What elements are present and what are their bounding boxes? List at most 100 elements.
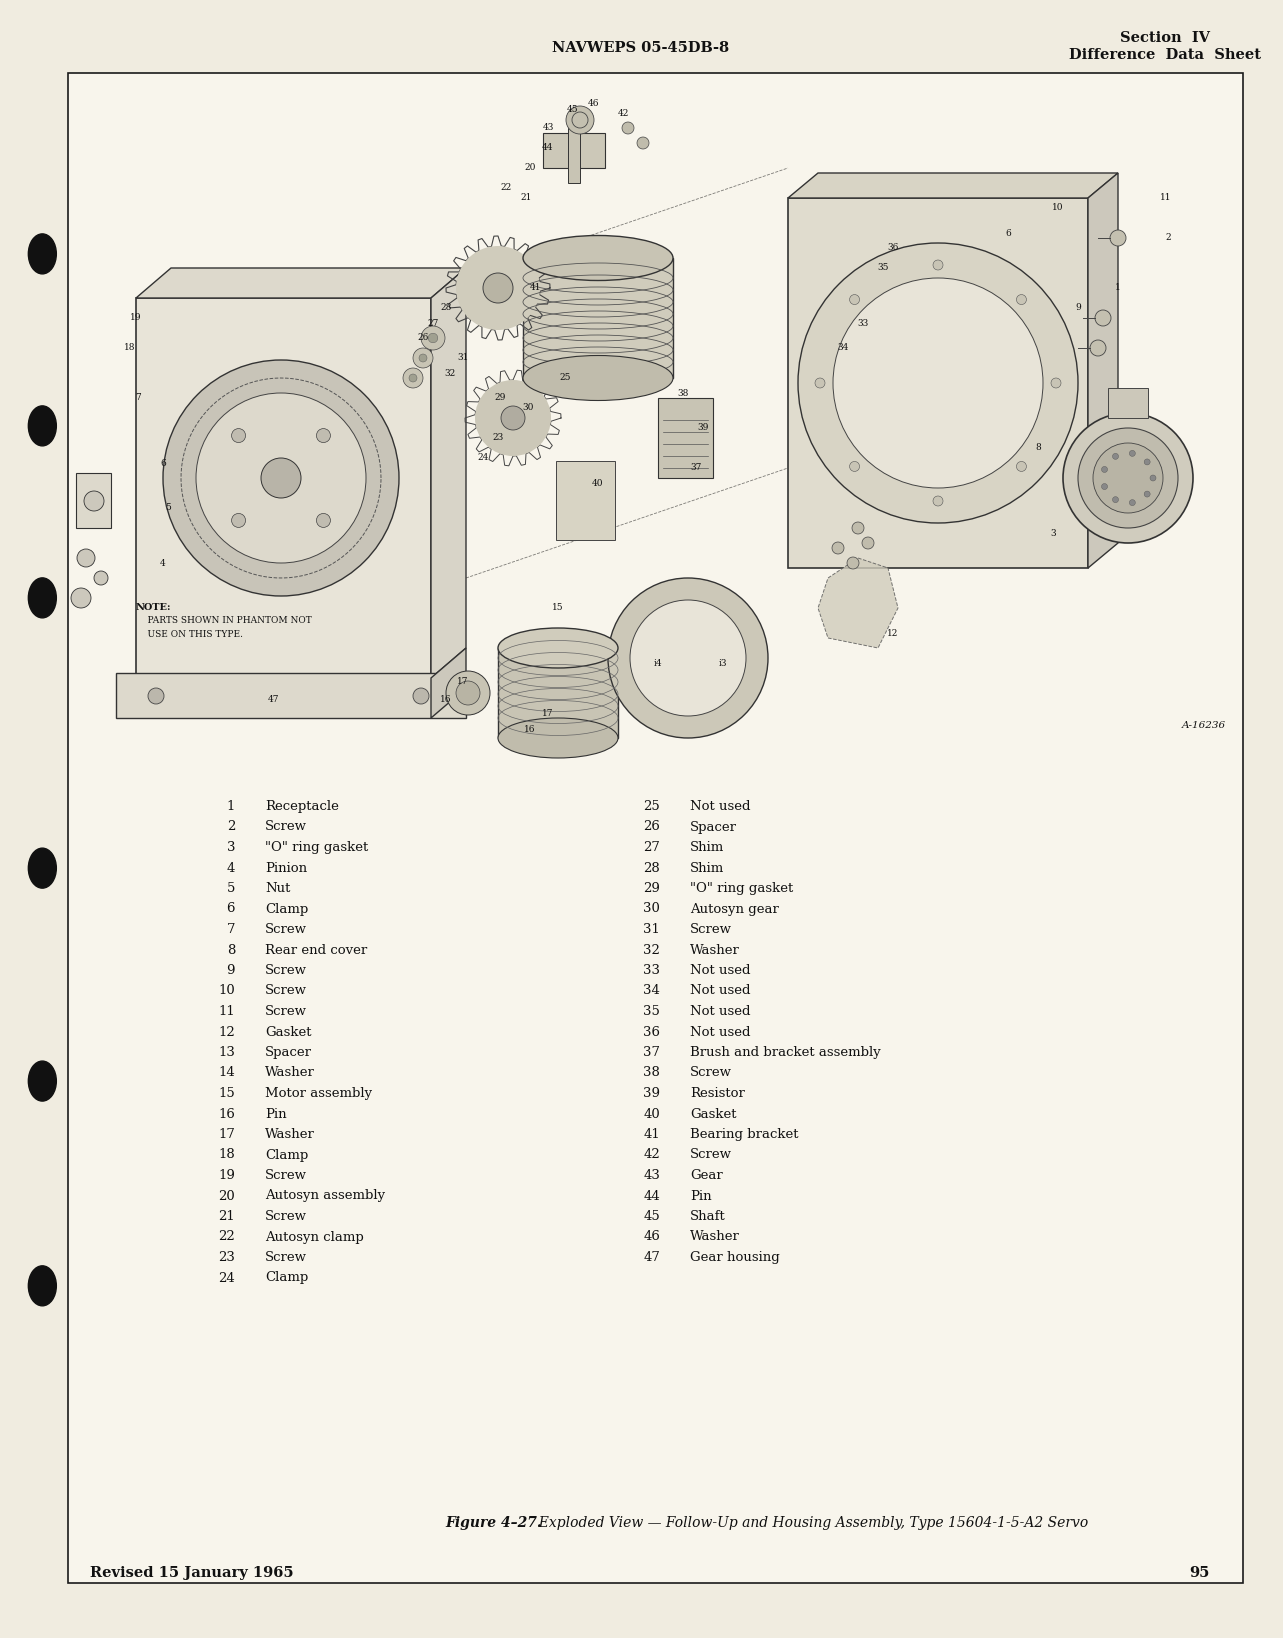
Circle shape bbox=[1051, 378, 1061, 388]
Circle shape bbox=[77, 549, 95, 567]
Text: 42: 42 bbox=[643, 1148, 659, 1161]
Text: 19: 19 bbox=[218, 1170, 235, 1183]
Text: 14: 14 bbox=[218, 1066, 235, 1079]
Polygon shape bbox=[788, 174, 1117, 198]
Text: Brush and bracket assembly: Brush and bracket assembly bbox=[690, 1047, 880, 1060]
Polygon shape bbox=[136, 269, 466, 298]
Text: Screw: Screw bbox=[266, 922, 307, 935]
Text: 37: 37 bbox=[690, 464, 702, 472]
Text: "O" ring gasket: "O" ring gasket bbox=[690, 881, 793, 894]
Text: 27: 27 bbox=[643, 840, 659, 853]
Circle shape bbox=[566, 106, 594, 134]
Circle shape bbox=[849, 295, 860, 305]
Text: 7: 7 bbox=[227, 922, 235, 935]
Ellipse shape bbox=[28, 1061, 56, 1101]
Text: Motor assembly: Motor assembly bbox=[266, 1088, 372, 1101]
Text: 6: 6 bbox=[227, 903, 235, 916]
Bar bbox=[1109, 388, 1148, 418]
Text: 3: 3 bbox=[1051, 529, 1056, 537]
Text: Screw: Screw bbox=[266, 1170, 307, 1183]
Text: Screw: Screw bbox=[266, 821, 307, 834]
Circle shape bbox=[852, 523, 863, 534]
Text: 10: 10 bbox=[1052, 203, 1064, 213]
Text: 5: 5 bbox=[227, 881, 235, 894]
Text: 9: 9 bbox=[227, 965, 235, 976]
Ellipse shape bbox=[498, 627, 618, 668]
Text: 17: 17 bbox=[457, 676, 468, 685]
Text: 16: 16 bbox=[440, 696, 452, 704]
Text: 39: 39 bbox=[698, 424, 708, 432]
Text: 26: 26 bbox=[417, 334, 429, 342]
Text: Autosyn clamp: Autosyn clamp bbox=[266, 1230, 364, 1243]
Text: 12: 12 bbox=[888, 629, 898, 637]
Text: 17: 17 bbox=[543, 709, 554, 717]
Text: Bearing bracket: Bearing bracket bbox=[690, 1129, 798, 1142]
Text: 27: 27 bbox=[427, 318, 439, 328]
Ellipse shape bbox=[28, 1266, 56, 1305]
Text: 4: 4 bbox=[227, 862, 235, 875]
Text: 6: 6 bbox=[160, 459, 166, 467]
Circle shape bbox=[403, 369, 423, 388]
Circle shape bbox=[630, 600, 745, 716]
Text: Nut: Nut bbox=[266, 881, 290, 894]
Text: 20: 20 bbox=[218, 1189, 235, 1202]
Text: 2: 2 bbox=[1165, 234, 1171, 242]
Bar bbox=[136, 298, 431, 678]
Circle shape bbox=[862, 537, 874, 549]
Circle shape bbox=[933, 496, 943, 506]
Text: NAVWEPS 05-45DB-8: NAVWEPS 05-45DB-8 bbox=[553, 41, 730, 56]
Text: 22: 22 bbox=[500, 183, 512, 193]
Ellipse shape bbox=[28, 848, 56, 888]
Text: Exploded View — Follow-Up and Housing Assembly, Type 15604-1-5-A2 Servo: Exploded View — Follow-Up and Housing As… bbox=[530, 1517, 1088, 1530]
Text: 32: 32 bbox=[444, 369, 455, 377]
Bar bbox=[543, 133, 606, 169]
Circle shape bbox=[1112, 496, 1119, 503]
Text: 22: 22 bbox=[218, 1230, 235, 1243]
Circle shape bbox=[1102, 467, 1107, 472]
Text: Difference  Data  Sheet: Difference Data Sheet bbox=[1069, 48, 1261, 62]
Polygon shape bbox=[1088, 174, 1117, 568]
Text: 31: 31 bbox=[457, 354, 468, 362]
Circle shape bbox=[94, 572, 108, 585]
Circle shape bbox=[163, 360, 399, 596]
Text: 21: 21 bbox=[218, 1210, 235, 1224]
Text: Screw: Screw bbox=[266, 1210, 307, 1224]
Text: Gear: Gear bbox=[690, 1170, 722, 1183]
Text: 30: 30 bbox=[522, 403, 534, 413]
Text: 19: 19 bbox=[131, 313, 141, 323]
Text: 41: 41 bbox=[530, 283, 540, 293]
Text: 16: 16 bbox=[218, 1107, 235, 1120]
Text: Receptacle: Receptacle bbox=[266, 799, 339, 812]
Text: Washer: Washer bbox=[266, 1066, 314, 1079]
Text: 21: 21 bbox=[521, 193, 531, 203]
Text: 34: 34 bbox=[838, 344, 848, 352]
Text: Washer: Washer bbox=[266, 1129, 314, 1142]
Ellipse shape bbox=[498, 717, 618, 758]
Text: 31: 31 bbox=[643, 922, 659, 935]
Text: 1: 1 bbox=[1115, 283, 1121, 293]
Text: 40: 40 bbox=[593, 478, 604, 488]
Circle shape bbox=[413, 688, 429, 704]
Circle shape bbox=[1144, 459, 1150, 465]
FancyBboxPatch shape bbox=[556, 460, 615, 541]
Circle shape bbox=[1093, 442, 1162, 513]
Text: 24: 24 bbox=[477, 454, 489, 462]
Ellipse shape bbox=[28, 406, 56, 446]
Text: Autosyn assembly: Autosyn assembly bbox=[266, 1189, 385, 1202]
Text: 25: 25 bbox=[643, 799, 659, 812]
Text: 15: 15 bbox=[218, 1088, 235, 1101]
Text: 46: 46 bbox=[643, 1230, 659, 1243]
Circle shape bbox=[1016, 295, 1026, 305]
Circle shape bbox=[1064, 413, 1193, 544]
Text: 13: 13 bbox=[218, 1047, 235, 1060]
Text: 16: 16 bbox=[525, 726, 536, 734]
Text: 28: 28 bbox=[440, 303, 452, 313]
Text: 23: 23 bbox=[493, 434, 504, 442]
Text: Screw: Screw bbox=[266, 965, 307, 976]
Text: 44: 44 bbox=[543, 144, 554, 152]
Text: Resistor: Resistor bbox=[690, 1088, 745, 1101]
Text: Not used: Not used bbox=[690, 799, 751, 812]
Text: Screw: Screw bbox=[266, 984, 307, 998]
Bar bbox=[658, 398, 713, 478]
Text: Autosyn gear: Autosyn gear bbox=[690, 903, 779, 916]
